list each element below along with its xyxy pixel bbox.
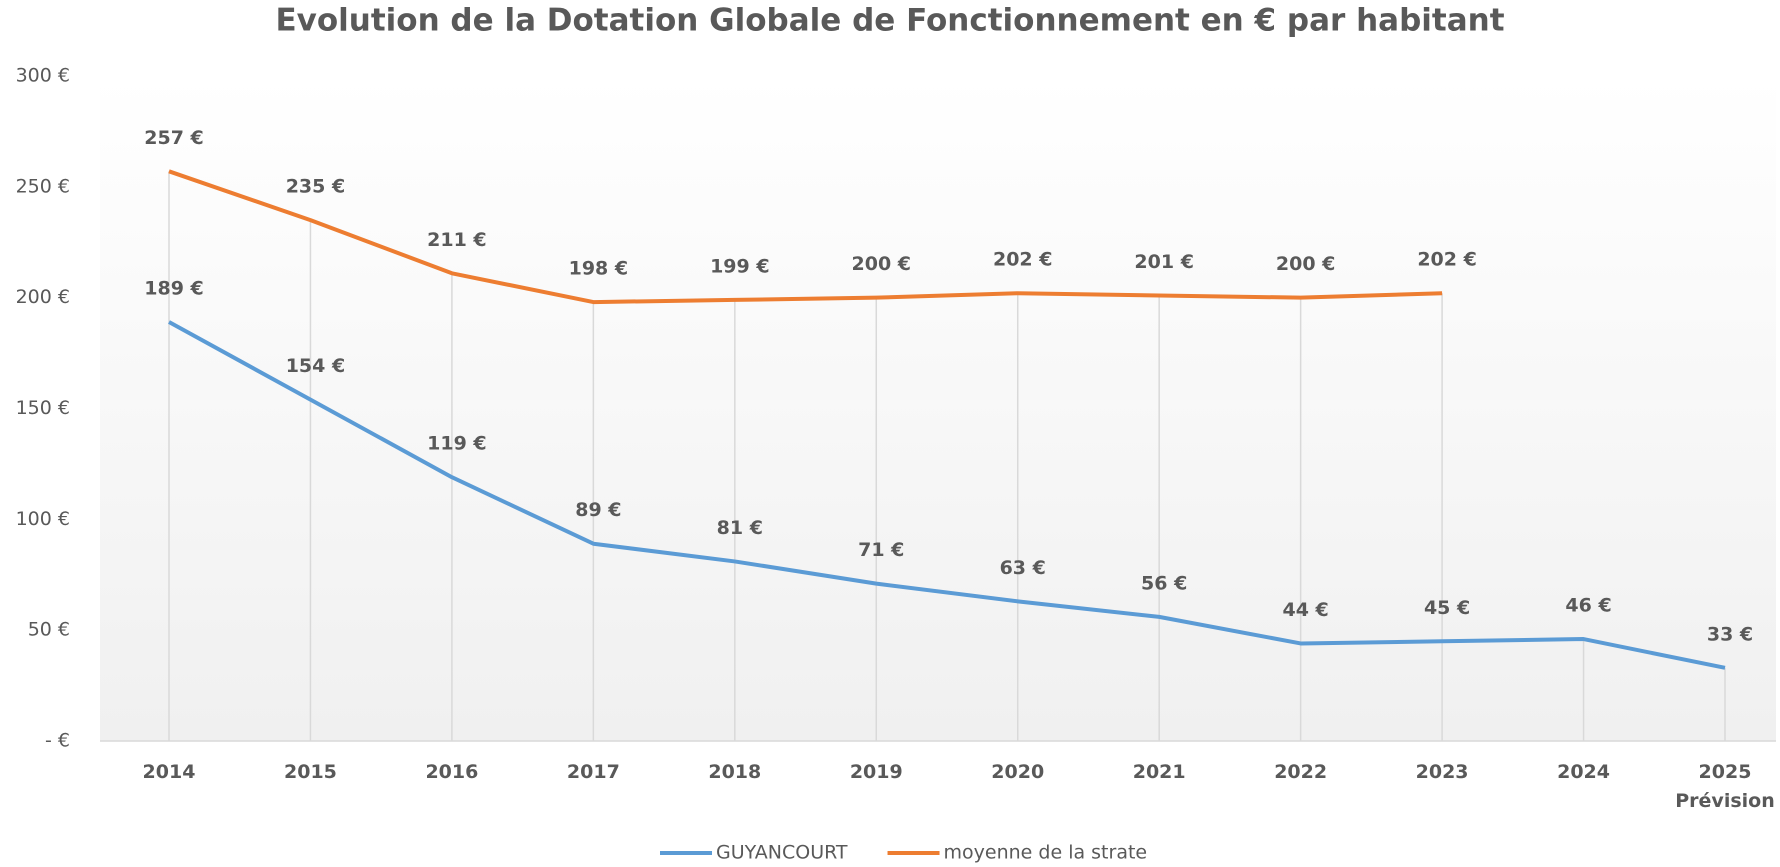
x-tick-label: 2025 Prévision [1675,761,1774,812]
x-tick-label: 2020 [991,761,1044,783]
plot-background [100,76,1776,741]
data-label: 81 € [717,517,763,539]
y-tick-label: 50 € [28,619,70,641]
y-tick-label: 150 € [16,397,70,419]
data-label: 235 € [286,176,346,198]
data-label: 63 € [1000,557,1046,579]
y-tick-label: 200 € [16,286,70,308]
data-label: 45 € [1424,597,1470,619]
x-tick-label: 2022 [1274,761,1327,783]
x-tick-label: 2017 [567,761,620,783]
data-label: 189 € [144,278,204,300]
y-tick-label: - € [45,730,70,752]
data-label: 89 € [575,499,621,521]
chart-title: Evolution de la Dotation Globale de Fonc… [275,3,1504,39]
y-tick-label: 250 € [16,175,70,197]
data-label: 119 € [427,433,487,455]
data-label: 201 € [1134,251,1194,273]
x-tick-label: 2021 [1133,761,1186,783]
y-tick-label: 300 € [16,65,70,87]
series-line [168,169,1443,305]
data-label: 56 € [1141,572,1187,594]
x-tick-label: 2024 [1557,761,1610,783]
x-tick-label: 2016 [425,761,478,783]
legend-label: GUYANCOURT [716,842,848,864]
data-label: 154 € [286,355,346,377]
data-label: 257 € [144,127,204,149]
data-label: 46 € [1565,595,1611,617]
x-tick-label: 2019 [850,761,903,783]
data-label: 200 € [852,253,912,275]
data-label: 200 € [1276,253,1336,275]
legend-label: moyenne de la strate [944,842,1148,864]
x-tick-label: 2014 [143,761,196,783]
y-tick-label: 100 € [16,508,70,530]
data-label: 71 € [858,539,904,561]
data-label: 202 € [1417,249,1477,271]
x-tick-label: 2015 [284,761,337,783]
data-label: 198 € [569,258,629,280]
data-label: 202 € [993,249,1053,271]
data-label: 211 € [427,229,487,251]
data-label: 33 € [1707,623,1753,645]
x-tick-label: 2018 [708,761,761,783]
x-tick-label: 2023 [1416,761,1469,783]
series-line [168,320,1726,670]
data-label: 199 € [710,255,770,277]
data-label: 44 € [1282,599,1328,621]
